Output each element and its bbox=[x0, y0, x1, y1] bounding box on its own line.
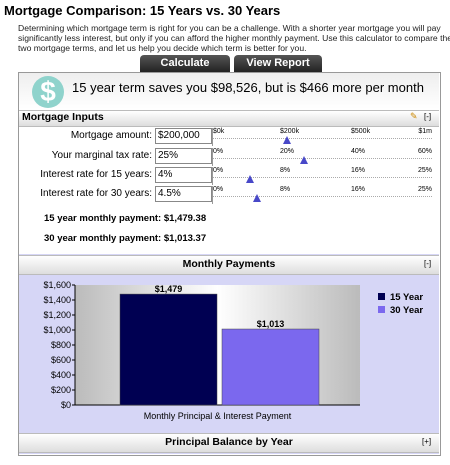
slider-handle bbox=[283, 136, 291, 144]
description-line: Determining which mortgage term is right… bbox=[18, 23, 441, 33]
input[interactable]: 4.5% bbox=[155, 186, 212, 202]
scale-label: 60% bbox=[417, 148, 432, 155]
result: 30 year monthly payment: $1,013.37 bbox=[44, 233, 206, 244]
value-label: $1,479 bbox=[155, 284, 183, 294]
chart-title: Monthly Payments bbox=[182, 258, 276, 270]
scale-label: 0% bbox=[213, 186, 224, 193]
scale-label: 8% bbox=[280, 186, 291, 193]
bar bbox=[221, 328, 320, 406]
summary: 15 year term saves you $98,526, but is $… bbox=[72, 80, 424, 95]
scale-label: 0% bbox=[213, 148, 224, 155]
report-button[interactable]: View Report bbox=[234, 55, 322, 72]
y-tick-label: $600 bbox=[51, 355, 71, 365]
scale-label: $500k bbox=[351, 128, 371, 135]
logo: $ bbox=[32, 76, 64, 108]
summary-bar bbox=[19, 73, 439, 109]
legend-swatch bbox=[378, 306, 385, 313]
slider-start bbox=[212, 186, 213, 204]
page-title: Mortgage Comparison: 15 Years vs. 30 Yea… bbox=[4, 3, 281, 18]
y-tick-label: $0 bbox=[61, 400, 71, 410]
slider-start bbox=[212, 167, 213, 185]
slider-track bbox=[212, 158, 432, 159]
input[interactable]: 4% bbox=[155, 167, 212, 183]
y-tick-label: $1,400 bbox=[43, 295, 71, 305]
next-title: Principal Balance by Year bbox=[165, 436, 293, 448]
scale-label: 16% bbox=[351, 186, 366, 193]
scale-label: 40% bbox=[351, 148, 366, 155]
slider-handle bbox=[300, 156, 308, 164]
edit-icon[interactable]: ✎ bbox=[410, 111, 418, 121]
slider-handle bbox=[246, 175, 254, 183]
input-label: Interest rate for 30 years: bbox=[40, 188, 152, 199]
scale-label: 25% bbox=[417, 186, 432, 193]
slider-handle bbox=[253, 194, 261, 202]
svg-text:$: $ bbox=[40, 76, 56, 107]
result: 15 year monthly payment: $1,479.38 bbox=[44, 213, 206, 224]
result-label: 15 year monthly payment: bbox=[44, 213, 162, 224]
input-label: Interest rate for 15 years: bbox=[40, 169, 152, 180]
inputs-header bbox=[19, 110, 439, 127]
y-tick-label: $1,200 bbox=[43, 310, 71, 320]
scale-label: 25% bbox=[417, 167, 432, 174]
input[interactable]: 25% bbox=[155, 148, 212, 164]
x-tick-label: Monthly Principal & Interest Payment bbox=[144, 411, 292, 421]
input[interactable]: $200,000 bbox=[155, 128, 212, 144]
slider-track bbox=[212, 138, 432, 139]
result-label: 30 year monthly payment: bbox=[44, 233, 162, 244]
result-value: $1,013.37 bbox=[163, 233, 207, 244]
y-tick-label: $200 bbox=[51, 385, 71, 395]
scale-label: 20% bbox=[280, 148, 295, 155]
scale-label: 0% bbox=[213, 167, 224, 174]
next-header bbox=[19, 433, 439, 453]
y-tick-label: $1,000 bbox=[43, 325, 71, 335]
input-label: Your marginal tax rate: bbox=[51, 150, 152, 161]
y-tick-label: $800 bbox=[51, 340, 71, 350]
scale-label: $1m bbox=[418, 128, 432, 135]
chart-header bbox=[19, 255, 439, 275]
chart: $0 $200 $400 $600 $800 $1,000 $1,200 $1,400 $1,6… bbox=[43, 280, 423, 421]
result-value: $1,479.38 bbox=[163, 213, 207, 224]
inputs-title: Mortgage Inputs bbox=[22, 111, 104, 123]
collapse[interactable]: [-] bbox=[424, 259, 432, 268]
slider-track bbox=[212, 177, 432, 178]
scale-label: 8% bbox=[280, 167, 291, 174]
expand[interactable]: [+] bbox=[422, 437, 432, 446]
slider-start bbox=[212, 148, 213, 166]
bar bbox=[119, 293, 218, 406]
description: Determining which mortgage term is right… bbox=[18, 23, 450, 53]
description-line: two mortgage terms, and let us help you … bbox=[18, 43, 307, 53]
y-tick-label: $400 bbox=[51, 370, 71, 380]
slider-track bbox=[212, 196, 432, 197]
legend-swatch bbox=[378, 293, 385, 300]
input-label: Mortgage amount: bbox=[70, 130, 152, 141]
scale-label: $0k bbox=[213, 128, 225, 135]
scale-label: 16% bbox=[351, 167, 366, 174]
calculate-button[interactable]: Calculate bbox=[140, 55, 230, 72]
value-label: $1,013 bbox=[257, 319, 285, 329]
legend-label: 30 Year bbox=[390, 305, 423, 316]
scale-label: $200k bbox=[280, 128, 300, 135]
slider-start bbox=[212, 128, 213, 146]
y-tick-label: $1,600 bbox=[43, 280, 71, 290]
description-line: significantly less interest, but only if… bbox=[18, 33, 450, 43]
legend-label: 15 Year bbox=[390, 292, 423, 303]
collapse[interactable]: [-] bbox=[424, 112, 432, 121]
